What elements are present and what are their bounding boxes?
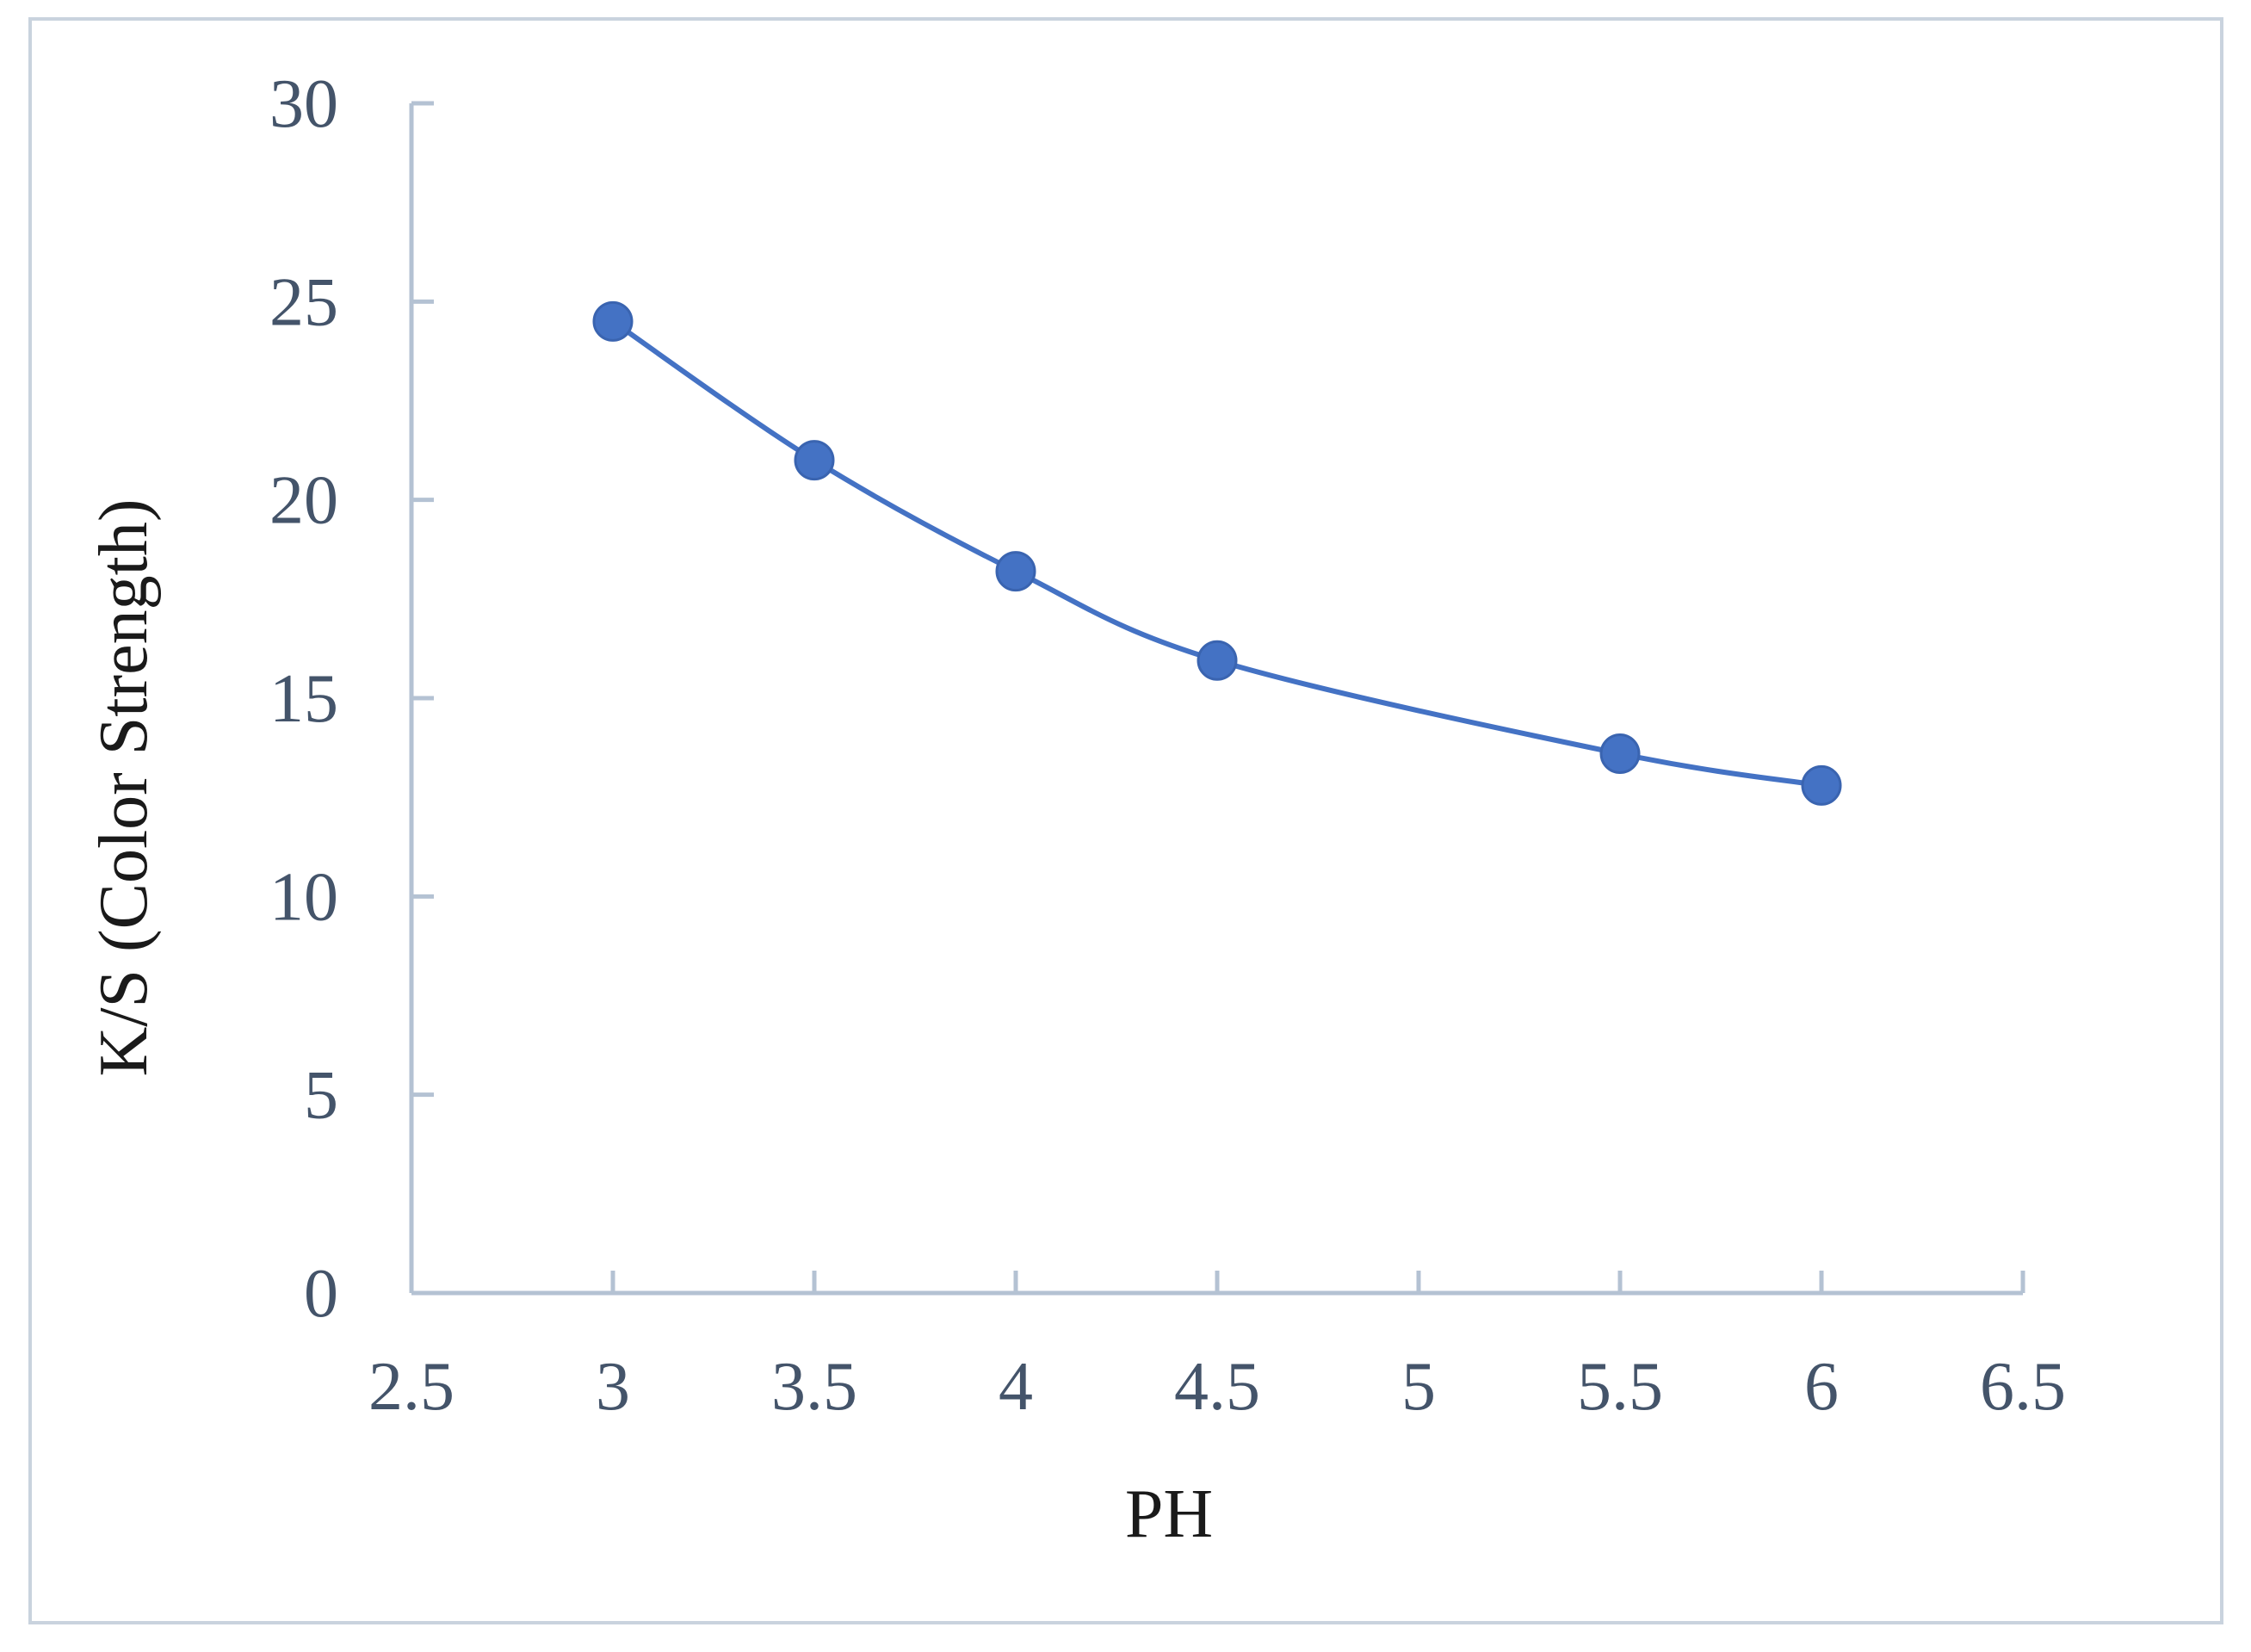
x-tick-label: 6	[1804, 1349, 1839, 1425]
x-axis-title: PH	[1125, 1476, 1213, 1552]
data-point	[592, 300, 634, 342]
x-tick-label: 4.5	[1174, 1349, 1260, 1425]
data-point	[995, 551, 1036, 592]
series-line	[611, 319, 1822, 789]
x-tick-label: 2.5	[368, 1349, 455, 1425]
y-tick-label: 30	[269, 66, 338, 142]
data-point	[794, 440, 835, 481]
series-layer	[592, 300, 1842, 806]
y-tick-label: 20	[269, 463, 338, 539]
y-tick-label: 10	[269, 859, 338, 935]
x-tick-label: 5.5	[1577, 1349, 1663, 1425]
y-tick-label: 0	[304, 1256, 338, 1332]
tick-labels: 0 5 10 15 20 25 30 2.5 3 3.5 4 4.5 5 5.5 6 6.5	[269, 66, 2066, 1425]
y-axis-title: K/S (Color Strength)	[86, 498, 162, 1076]
x-tick-label: 3.5	[771, 1349, 857, 1425]
y-tick-label: 5	[304, 1058, 338, 1134]
ticks	[409, 101, 2025, 1296]
data-point	[1599, 733, 1641, 774]
x-tick-label: 4	[999, 1349, 1033, 1425]
axes	[409, 103, 2023, 1296]
x-tick-label: 3	[596, 1349, 630, 1425]
y-tick-label: 25	[269, 264, 338, 340]
data-point	[1197, 640, 1238, 681]
chart-frame	[28, 17, 2223, 1624]
data-point	[1801, 764, 1842, 806]
x-tick-label: 5	[1401, 1349, 1436, 1425]
x-tick-label: 6.5	[1980, 1349, 2066, 1425]
y-tick-label: 15	[269, 661, 338, 737]
